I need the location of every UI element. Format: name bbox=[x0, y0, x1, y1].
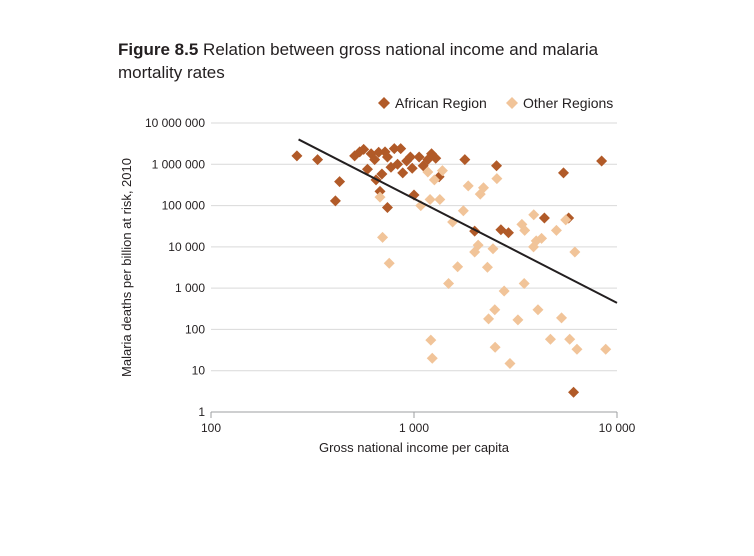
y-tick-label: 1 000 000 bbox=[152, 157, 206, 171]
data-point bbox=[312, 154, 324, 166]
figure-title-text: Relation between gross national income a… bbox=[118, 40, 599, 82]
y-axis-ticks: 1 10 100 1 000 10 000 100 000 1 000 000 10 000 … bbox=[145, 116, 205, 419]
data-point bbox=[381, 151, 393, 163]
legend-marker bbox=[506, 97, 518, 109]
data-point bbox=[556, 312, 568, 324]
data-point bbox=[519, 224, 531, 236]
data-point bbox=[452, 261, 464, 273]
data-point bbox=[481, 261, 493, 273]
data-point bbox=[504, 357, 516, 369]
legend-label: African Region bbox=[395, 95, 487, 111]
figure-number: Figure 8.5 bbox=[118, 40, 199, 59]
gridlines bbox=[211, 122, 617, 372]
data-point bbox=[361, 163, 373, 175]
data-point bbox=[373, 146, 385, 158]
x-tick-label: 1 000 bbox=[399, 421, 429, 435]
x-tick-label: 100 bbox=[201, 421, 221, 435]
data-point bbox=[374, 185, 386, 197]
data-point bbox=[478, 182, 490, 194]
data-point bbox=[518, 277, 530, 289]
data-point bbox=[569, 246, 581, 258]
data-point bbox=[560, 214, 572, 226]
data-point bbox=[413, 151, 425, 163]
data-point bbox=[395, 143, 407, 155]
data-points bbox=[291, 143, 612, 398]
data-point bbox=[383, 257, 395, 269]
data-point bbox=[377, 231, 389, 243]
data-point bbox=[459, 154, 471, 166]
trend-line bbox=[298, 138, 618, 304]
y-tick-label: 10 000 000 bbox=[145, 116, 205, 130]
legend: African Region Other Regions bbox=[378, 95, 613, 111]
data-point bbox=[428, 174, 440, 186]
legend-label: Other Regions bbox=[523, 95, 613, 111]
x-tick-label: 10 000 bbox=[599, 421, 636, 435]
figure-title: Figure 8.5 Relation between gross nation… bbox=[118, 38, 658, 84]
data-point bbox=[489, 304, 501, 316]
data-point bbox=[388, 143, 400, 155]
data-point bbox=[512, 314, 524, 326]
data-point bbox=[406, 162, 418, 174]
data-point bbox=[424, 194, 436, 206]
data-point bbox=[491, 173, 503, 185]
data-point bbox=[502, 227, 514, 239]
data-point bbox=[381, 201, 393, 213]
data-point bbox=[422, 166, 434, 178]
data-point bbox=[392, 158, 404, 170]
data-point bbox=[557, 167, 569, 179]
data-point bbox=[483, 313, 495, 325]
data-point bbox=[426, 352, 438, 364]
data-point bbox=[434, 194, 446, 206]
data-point bbox=[472, 239, 484, 251]
data-point bbox=[436, 165, 448, 177]
data-point bbox=[491, 160, 503, 172]
data-point bbox=[462, 180, 474, 192]
data-point bbox=[532, 304, 544, 316]
data-point bbox=[544, 333, 556, 345]
data-point bbox=[430, 152, 442, 164]
y-tick-label: 10 bbox=[192, 364, 206, 378]
data-point bbox=[568, 386, 580, 398]
x-axis-label: Gross national income per capita bbox=[319, 440, 510, 455]
y-tick-label: 10 000 bbox=[168, 240, 205, 254]
data-point bbox=[489, 341, 501, 353]
data-point bbox=[457, 205, 469, 217]
data-point bbox=[291, 150, 303, 162]
data-point bbox=[487, 243, 499, 255]
data-point bbox=[538, 212, 550, 224]
data-point bbox=[443, 277, 455, 289]
data-point bbox=[334, 176, 346, 188]
y-axis-label: Malaria deaths per billion at risk, 2010 bbox=[119, 158, 134, 377]
data-point bbox=[600, 343, 612, 355]
series-african-region bbox=[291, 143, 608, 398]
data-point bbox=[376, 168, 388, 180]
data-point bbox=[536, 232, 548, 244]
y-tick-label: 100 000 bbox=[162, 199, 206, 213]
data-point bbox=[596, 155, 608, 167]
legend-marker bbox=[378, 97, 390, 109]
data-point bbox=[329, 195, 341, 207]
data-point bbox=[397, 167, 409, 179]
y-tick-label: 100 bbox=[185, 322, 205, 336]
data-point bbox=[528, 209, 540, 221]
data-point bbox=[404, 151, 416, 163]
data-point bbox=[425, 334, 437, 346]
data-point bbox=[571, 343, 583, 355]
series-other-regions bbox=[374, 165, 612, 369]
data-point bbox=[374, 191, 386, 203]
data-point bbox=[369, 154, 381, 166]
x-axis-ticks: 100 1 000 10 000 bbox=[201, 412, 636, 435]
data-point bbox=[358, 143, 370, 155]
y-tick-label: 1 bbox=[198, 405, 205, 419]
y-tick-label: 1 000 bbox=[175, 281, 205, 295]
data-point bbox=[564, 333, 576, 345]
data-point bbox=[550, 224, 562, 236]
data-point bbox=[498, 285, 510, 297]
